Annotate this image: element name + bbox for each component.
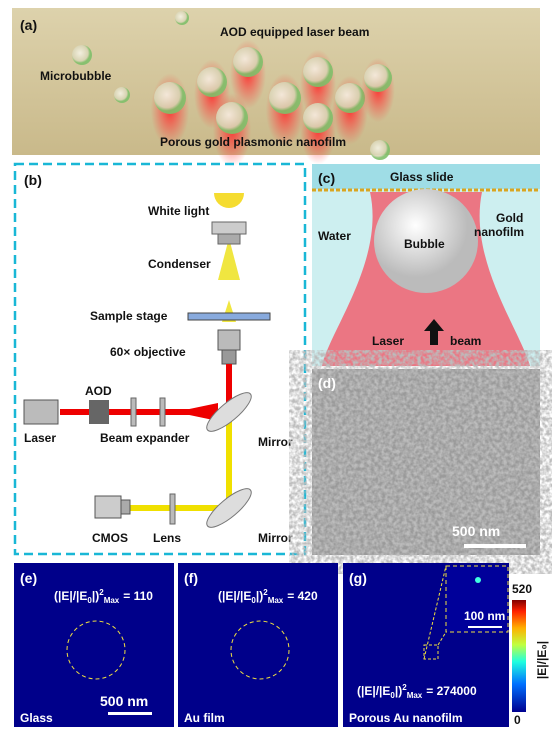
microbubble [364, 64, 392, 92]
field-maps: (e)(|E|/|E0|)2Max= 110Glass(f)(|E|/|E0|)… [14, 563, 509, 727]
caption: beam [450, 334, 481, 348]
figure: (a) AOD equipped laser beam Microbubble … [0, 0, 552, 727]
formula-part: Max [407, 691, 423, 700]
caption: AOD equipped laser beam [220, 25, 369, 39]
field-value: = 420 [287, 589, 318, 603]
field-map [178, 563, 338, 727]
field-max: (|E|/|E0|)2Max= 110 [54, 588, 153, 605]
formula-part: Max [104, 596, 120, 605]
scale-bar [464, 544, 526, 548]
panel-label: (b) [24, 172, 42, 188]
panel-label: (f) [184, 570, 198, 586]
page: (a) AOD equipped laser beam Microbubble … [0, 0, 552, 727]
caption: Gold [496, 211, 523, 225]
formula-part: (|E|/|E [357, 684, 390, 698]
caption: Laser [372, 334, 404, 348]
caption: Laser [24, 431, 56, 445]
microbubble [197, 67, 227, 97]
formula-part: |) [256, 589, 263, 603]
microbubble [303, 103, 333, 133]
colorbar-label: |E|/|E₀| [535, 641, 549, 679]
setup [24, 193, 270, 533]
caption: White light [148, 204, 209, 218]
map-name: Au film [184, 711, 225, 725]
formula-part: |) [92, 589, 99, 603]
caption: Beam expander [100, 431, 190, 445]
formula-part: |) [395, 684, 402, 698]
caption: Lens [153, 531, 181, 545]
caption: Condenser [148, 257, 211, 271]
microbubble [233, 47, 263, 77]
map-name: Glass [20, 711, 53, 725]
colorbar-max: 520 [512, 582, 532, 596]
hotspot [475, 577, 481, 583]
caption: Mirror [258, 531, 293, 545]
panel-label: (e) [20, 570, 37, 586]
field-value: = 110 [123, 589, 153, 603]
microbubble [303, 57, 333, 87]
microbubble [216, 102, 248, 134]
field-map [14, 563, 174, 727]
map-name: Porous Au nanofilm [349, 711, 463, 725]
panel-label: (a) [20, 17, 37, 33]
microbubble [370, 140, 390, 160]
caption: Sample stage [90, 309, 168, 323]
microbubble [154, 82, 186, 114]
caption: nanofilm [474, 225, 524, 239]
caption: Microbubble [40, 69, 112, 83]
microbubble [72, 45, 92, 65]
caption: CMOS [92, 531, 128, 545]
formula-part: (|E|/|E [218, 589, 251, 603]
caption: Mirror [258, 435, 293, 449]
scale-bar [108, 712, 152, 715]
formula-part: (|E|/|E [54, 589, 87, 603]
microbubble [175, 11, 189, 25]
caption: 60× objective [110, 345, 186, 359]
caption: Bubble [404, 237, 445, 251]
panel-label: (d) [318, 375, 336, 391]
caption: Porous gold plasmonic nanofilm [160, 135, 346, 149]
colorbar [512, 600, 526, 712]
inset-scale: 100 nm [464, 609, 505, 623]
panel-label: (c) [318, 170, 335, 186]
formula-part: Max [268, 596, 284, 605]
microbubble [114, 87, 130, 103]
sem-texture [312, 369, 540, 555]
caption: Glass slide [390, 170, 454, 184]
caption: Water [318, 229, 351, 243]
inset-scale-bar [468, 626, 502, 628]
caption: AOD [85, 384, 112, 398]
field-value: = 274000 [426, 684, 477, 698]
scale-label: 500 nm [452, 523, 500, 539]
microbubble [335, 83, 365, 113]
panel-b-frame [15, 164, 305, 554]
microbubble [269, 82, 301, 114]
panel-label: (g) [349, 570, 367, 586]
colorbar-min: 0 [514, 713, 521, 727]
scale-label: 500 nm [100, 693, 148, 709]
